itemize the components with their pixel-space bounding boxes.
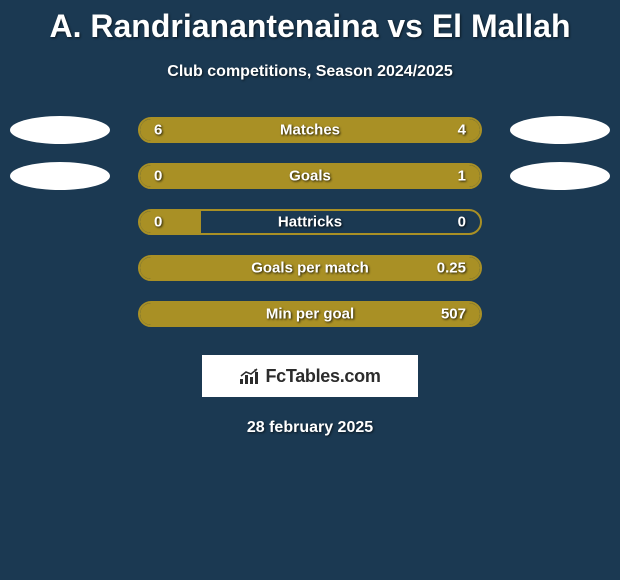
stat-row: 0 1 Goals bbox=[0, 163, 620, 189]
stat-bar: 0 0 Hattricks bbox=[138, 209, 482, 235]
stat-bar: 0.25 Goals per match bbox=[138, 255, 482, 281]
page-subtitle: Club competitions, Season 2024/2025 bbox=[0, 63, 620, 81]
stat-row: 507 Min per goal bbox=[0, 301, 620, 327]
stat-value-right: 4 bbox=[458, 122, 466, 139]
stat-bar: 6 4 Matches bbox=[138, 117, 482, 143]
stat-label: Matches bbox=[280, 122, 340, 139]
team-badge-right bbox=[510, 116, 610, 144]
stats-list: 6 4 Matches 0 1 Goals 0 0 Hattricks 0.25 Goals per… bbox=[0, 117, 620, 327]
footer-date: 28 february 2025 bbox=[0, 419, 620, 437]
stat-row: 6 4 Matches bbox=[0, 117, 620, 143]
stat-bar: 507 Min per goal bbox=[138, 301, 482, 327]
logo-box: FcTables.com bbox=[202, 355, 418, 397]
logo-text: FcTables.com bbox=[265, 366, 380, 387]
bar-fill-right bbox=[201, 165, 480, 187]
team-badge-right bbox=[510, 162, 610, 190]
team-badge-left bbox=[10, 162, 110, 190]
stat-value-right: 1 bbox=[458, 168, 466, 185]
stat-label: Min per goal bbox=[266, 306, 354, 323]
chart-icon bbox=[239, 367, 261, 385]
stat-label: Hattricks bbox=[278, 214, 342, 231]
stat-row: 0.25 Goals per match bbox=[0, 255, 620, 281]
stat-value-left: 0 bbox=[154, 168, 162, 185]
team-badge-left bbox=[10, 116, 110, 144]
stat-label: Goals per match bbox=[251, 260, 369, 277]
stat-value-right: 507 bbox=[441, 306, 466, 323]
stat-value-right: 0 bbox=[458, 214, 466, 231]
page-title: A. Randrianantenaina vs El Mallah bbox=[0, 0, 620, 45]
stat-row: 0 0 Hattricks bbox=[0, 209, 620, 235]
stat-value-left: 6 bbox=[154, 122, 162, 139]
bar-fill-left bbox=[140, 165, 201, 187]
stat-value-left: 0 bbox=[154, 214, 162, 231]
stat-label: Goals bbox=[289, 168, 331, 185]
bar-fill-left bbox=[140, 211, 201, 233]
stat-value-right: 0.25 bbox=[437, 260, 466, 277]
stat-bar: 0 1 Goals bbox=[138, 163, 482, 189]
